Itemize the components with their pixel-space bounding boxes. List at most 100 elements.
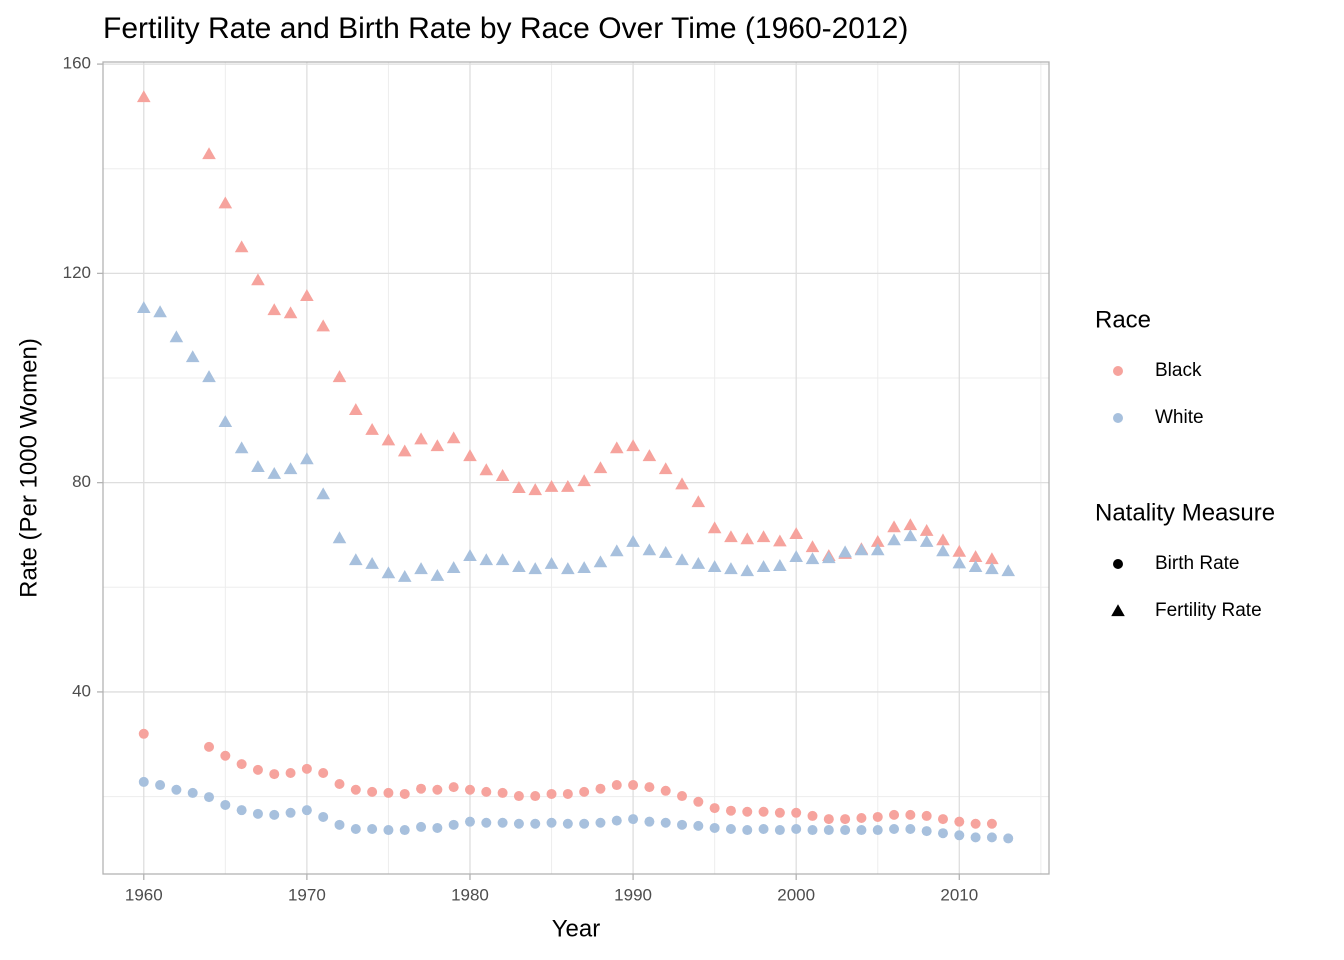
legend-key — [1111, 604, 1125, 617]
circle-point — [595, 817, 606, 828]
triangle-point — [300, 452, 314, 465]
circle-point — [579, 786, 590, 797]
circle-point — [530, 791, 541, 802]
circle-point — [432, 822, 443, 833]
triangle-point — [267, 303, 282, 316]
triangle-point — [349, 553, 363, 566]
circle-point — [644, 782, 655, 793]
triangle-point — [789, 550, 803, 563]
circle-point — [774, 807, 785, 818]
triangle-point — [952, 556, 967, 569]
triangle-point — [724, 562, 738, 575]
triangle-point — [251, 273, 265, 286]
circle-point — [497, 787, 508, 798]
triangle-point — [870, 534, 885, 547]
circle-point — [220, 750, 231, 761]
x-axis-label: Year — [552, 915, 601, 942]
triangle-point — [267, 466, 282, 479]
circle-point — [464, 784, 475, 795]
circle-point — [758, 824, 769, 835]
circle-point — [285, 768, 296, 779]
triangle-point — [707, 560, 722, 572]
circle-point — [269, 769, 280, 780]
triangle-point — [593, 461, 608, 474]
circle-point — [448, 782, 459, 793]
circle-point — [204, 792, 215, 803]
circle-point — [204, 741, 215, 752]
circle-point — [660, 817, 671, 828]
circle-point — [334, 779, 345, 790]
triangle-point — [740, 532, 755, 545]
triangle-point — [985, 562, 999, 575]
triangle-point — [218, 196, 233, 209]
triangle-point — [740, 564, 755, 577]
circle-point — [693, 820, 704, 831]
triangle-point — [463, 549, 477, 561]
circle-point — [823, 814, 834, 825]
triangle-point — [495, 553, 510, 566]
triangle-point — [218, 415, 233, 428]
circle-point — [416, 821, 427, 832]
circle-point — [742, 806, 753, 817]
triangle-point — [822, 551, 836, 564]
triangle-point — [512, 560, 526, 572]
triangle-point — [430, 439, 445, 452]
circle-point — [693, 796, 704, 807]
circle-point — [709, 803, 720, 814]
circle-point — [546, 817, 557, 828]
circle-point — [921, 810, 932, 821]
circle-point — [301, 763, 312, 774]
circle-point — [660, 785, 671, 796]
circle-point — [856, 813, 867, 824]
triangle-point — [675, 477, 689, 490]
legend-title: Natality Measure — [1095, 499, 1275, 526]
circle-point — [187, 787, 198, 798]
triangle-point — [805, 552, 820, 565]
circle-point — [546, 788, 557, 799]
circle-point — [986, 818, 997, 829]
circle-point — [872, 825, 883, 836]
legend-title: Race — [1095, 306, 1151, 333]
triangle-point — [495, 469, 510, 481]
circle-point — [350, 784, 361, 795]
x-tick-label: 1980 — [451, 885, 489, 904]
triangle-point — [544, 556, 559, 569]
triangle-point — [1001, 564, 1016, 577]
triangle-point — [838, 545, 852, 558]
legend-key — [1113, 413, 1123, 423]
x-tick-label: 1970 — [288, 885, 326, 904]
triangle-point — [381, 433, 396, 446]
circle-point — [986, 832, 997, 843]
circle-point — [889, 824, 900, 835]
circle-point — [840, 814, 851, 825]
circle-point — [856, 825, 867, 836]
triangle-point — [463, 449, 477, 462]
triangle-point — [903, 518, 918, 531]
circle-point — [611, 780, 622, 791]
circle-point — [970, 832, 981, 843]
triangle-point — [968, 550, 983, 563]
circle-point — [937, 828, 948, 839]
circle-point — [367, 824, 378, 835]
circle-point — [513, 791, 524, 802]
triangle-point — [773, 534, 787, 547]
circle-point — [677, 791, 688, 802]
triangle-point — [561, 562, 575, 575]
triangle-point — [936, 544, 950, 557]
triangle-point — [903, 529, 918, 542]
circle-point — [416, 783, 427, 794]
circle-point — [823, 825, 834, 836]
x-tick-label: 1990 — [614, 885, 652, 904]
circle-point — [285, 807, 296, 818]
triangle-point — [446, 431, 461, 444]
triangle-point — [577, 474, 591, 487]
x-tick-label: 2000 — [777, 885, 815, 904]
triangle-point — [349, 403, 363, 416]
circle-point — [725, 824, 736, 835]
triangle-point — [561, 480, 575, 492]
triangle-point — [528, 483, 543, 496]
triangle-point — [479, 553, 494, 566]
triangle-point — [756, 560, 771, 572]
plot-background — [103, 62, 1049, 874]
